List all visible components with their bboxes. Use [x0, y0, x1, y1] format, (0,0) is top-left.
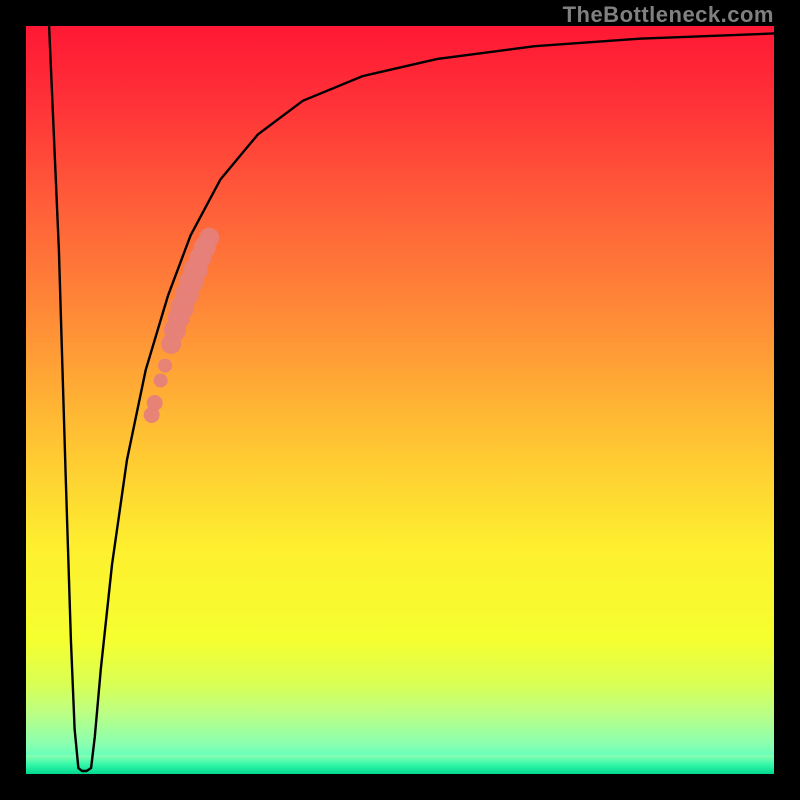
watermark-text: TheBottleneck.com [563, 2, 774, 28]
highlight-point [158, 359, 172, 373]
highlight-point [154, 374, 168, 388]
highlight-point [147, 395, 163, 411]
image-frame: TheBottleneck.com [0, 0, 800, 800]
highlight-svg [26, 26, 774, 774]
plot-area [26, 26, 774, 774]
highlight-point [199, 228, 219, 248]
